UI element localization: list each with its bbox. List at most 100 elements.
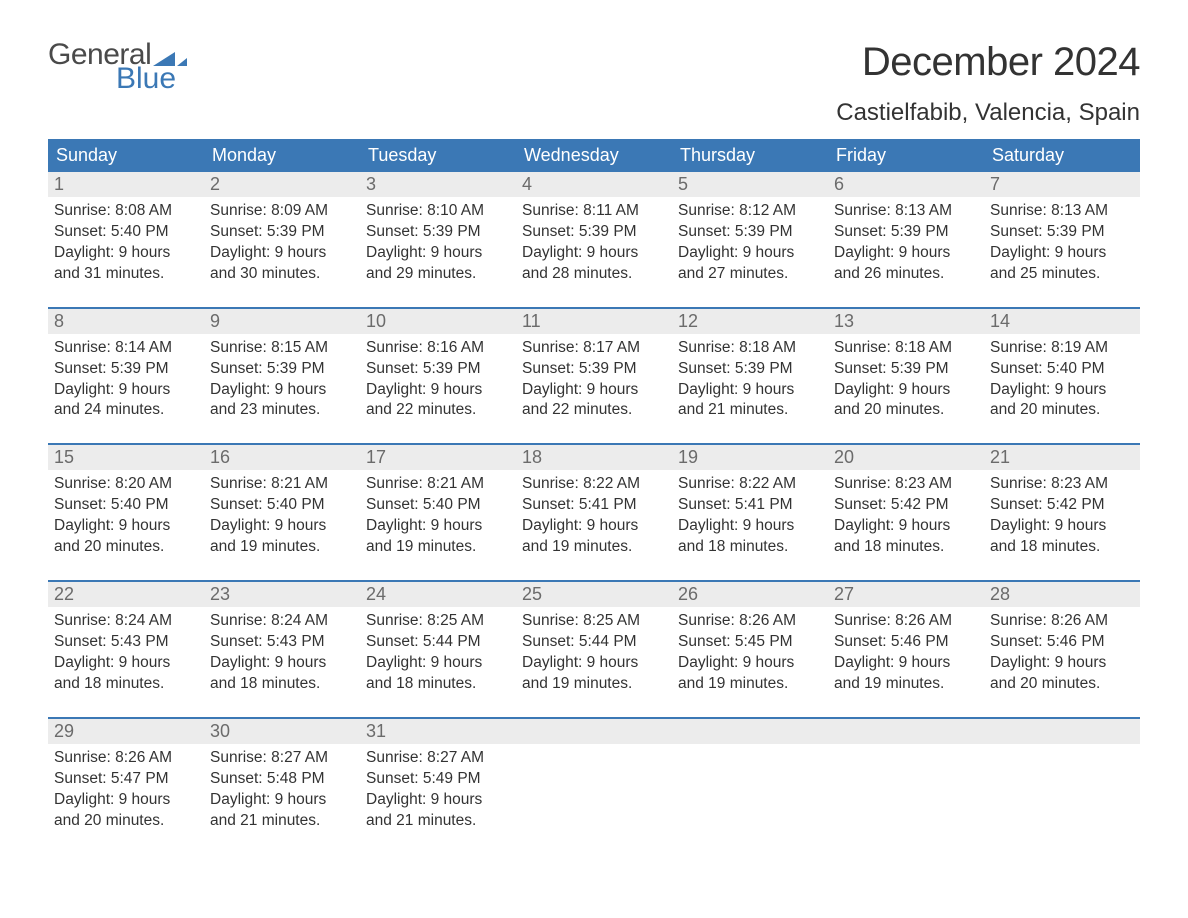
day-number: 23 <box>204 582 360 607</box>
day-body: Sunrise: 8:26 AMSunset: 5:45 PMDaylight:… <box>672 607 828 695</box>
calendar-week: 29Sunrise: 8:26 AMSunset: 5:47 PMDayligh… <box>48 717 1140 836</box>
sunrise-line: Sunrise: 8:09 AM <box>210 201 354 222</box>
weekday-header: Friday <box>828 139 984 172</box>
sunrise-line: Sunrise: 8:21 AM <box>366 474 510 495</box>
header: General Blue December 2024 Castielfabib,… <box>48 40 1140 127</box>
day-body: Sunrise: 8:13 AMSunset: 5:39 PMDaylight:… <box>984 197 1140 285</box>
daylight-line: Daylight: 9 hours and 20 minutes. <box>834 380 978 422</box>
sunset-line: Sunset: 5:39 PM <box>366 359 510 380</box>
sunset-line: Sunset: 5:39 PM <box>678 359 822 380</box>
calendar-day: 16Sunrise: 8:21 AMSunset: 5:40 PMDayligh… <box>204 445 360 562</box>
sunset-line: Sunset: 5:40 PM <box>54 495 198 516</box>
calendar-day: 22Sunrise: 8:24 AMSunset: 5:43 PMDayligh… <box>48 582 204 699</box>
calendar-day: 8Sunrise: 8:14 AMSunset: 5:39 PMDaylight… <box>48 309 204 426</box>
daylight-line: Daylight: 9 hours and 18 minutes. <box>210 653 354 695</box>
weekday-header: Saturday <box>984 139 1140 172</box>
day-body: Sunrise: 8:14 AMSunset: 5:39 PMDaylight:… <box>48 334 204 422</box>
sunset-line: Sunset: 5:46 PM <box>990 632 1134 653</box>
calendar-day: 2Sunrise: 8:09 AMSunset: 5:39 PMDaylight… <box>204 172 360 289</box>
daylight-line: Daylight: 9 hours and 27 minutes. <box>678 243 822 285</box>
daylight-line: Daylight: 9 hours and 19 minutes. <box>210 516 354 558</box>
sunrise-line: Sunrise: 8:18 AM <box>834 338 978 359</box>
sunset-line: Sunset: 5:44 PM <box>366 632 510 653</box>
sunset-line: Sunset: 5:42 PM <box>990 495 1134 516</box>
calendar-week: 1Sunrise: 8:08 AMSunset: 5:40 PMDaylight… <box>48 172 1140 289</box>
calendar-day: 18Sunrise: 8:22 AMSunset: 5:41 PMDayligh… <box>516 445 672 562</box>
daylight-line: Daylight: 9 hours and 25 minutes. <box>990 243 1134 285</box>
day-number: 13 <box>828 309 984 334</box>
calendar-day <box>828 719 984 836</box>
calendar-day: 6Sunrise: 8:13 AMSunset: 5:39 PMDaylight… <box>828 172 984 289</box>
sunrise-line: Sunrise: 8:20 AM <box>54 474 198 495</box>
daylight-line: Daylight: 9 hours and 18 minutes. <box>678 516 822 558</box>
day-number <box>516 719 672 744</box>
sunrise-line: Sunrise: 8:13 AM <box>990 201 1134 222</box>
day-body: Sunrise: 8:10 AMSunset: 5:39 PMDaylight:… <box>360 197 516 285</box>
daylight-line: Daylight: 9 hours and 30 minutes. <box>210 243 354 285</box>
day-number: 1 <box>48 172 204 197</box>
day-number: 3 <box>360 172 516 197</box>
daylight-line: Daylight: 9 hours and 18 minutes. <box>366 653 510 695</box>
weekday-header: Thursday <box>672 139 828 172</box>
day-body: Sunrise: 8:26 AMSunset: 5:46 PMDaylight:… <box>828 607 984 695</box>
day-number: 24 <box>360 582 516 607</box>
daylight-line: Daylight: 9 hours and 19 minutes. <box>678 653 822 695</box>
day-body: Sunrise: 8:24 AMSunset: 5:43 PMDaylight:… <box>204 607 360 695</box>
sunrise-line: Sunrise: 8:24 AM <box>54 611 198 632</box>
sunset-line: Sunset: 5:39 PM <box>366 222 510 243</box>
title-block: December 2024 Castielfabib, Valencia, Sp… <box>836 40 1140 127</box>
daylight-line: Daylight: 9 hours and 20 minutes. <box>54 516 198 558</box>
sunrise-line: Sunrise: 8:23 AM <box>834 474 978 495</box>
sunset-line: Sunset: 5:48 PM <box>210 769 354 790</box>
page-title: December 2024 <box>836 40 1140 85</box>
day-body <box>984 744 1140 748</box>
sunrise-line: Sunrise: 8:19 AM <box>990 338 1134 359</box>
sunset-line: Sunset: 5:43 PM <box>210 632 354 653</box>
weekday-header: Sunday <box>48 139 204 172</box>
location: Castielfabib, Valencia, Spain <box>836 99 1140 127</box>
day-body: Sunrise: 8:15 AMSunset: 5:39 PMDaylight:… <box>204 334 360 422</box>
sunset-line: Sunset: 5:42 PM <box>834 495 978 516</box>
day-body: Sunrise: 8:08 AMSunset: 5:40 PMDaylight:… <box>48 197 204 285</box>
daylight-line: Daylight: 9 hours and 21 minutes. <box>366 790 510 832</box>
calendar-day: 28Sunrise: 8:26 AMSunset: 5:46 PMDayligh… <box>984 582 1140 699</box>
logo-word2: Blue <box>116 64 187 94</box>
calendar-day <box>516 719 672 836</box>
daylight-line: Daylight: 9 hours and 19 minutes. <box>522 653 666 695</box>
day-body <box>516 744 672 748</box>
daylight-line: Daylight: 9 hours and 28 minutes. <box>522 243 666 285</box>
calendar-day <box>672 719 828 836</box>
calendar-day: 7Sunrise: 8:13 AMSunset: 5:39 PMDaylight… <box>984 172 1140 289</box>
sunset-line: Sunset: 5:39 PM <box>210 222 354 243</box>
sunset-line: Sunset: 5:40 PM <box>990 359 1134 380</box>
day-number: 30 <box>204 719 360 744</box>
day-number: 28 <box>984 582 1140 607</box>
sunset-line: Sunset: 5:39 PM <box>678 222 822 243</box>
day-body: Sunrise: 8:18 AMSunset: 5:39 PMDaylight:… <box>828 334 984 422</box>
sunset-line: Sunset: 5:47 PM <box>54 769 198 790</box>
day-number: 8 <box>48 309 204 334</box>
calendar-day: 30Sunrise: 8:27 AMSunset: 5:48 PMDayligh… <box>204 719 360 836</box>
sunset-line: Sunset: 5:39 PM <box>54 359 198 380</box>
sunset-line: Sunset: 5:39 PM <box>210 359 354 380</box>
day-number: 25 <box>516 582 672 607</box>
day-body: Sunrise: 8:27 AMSunset: 5:48 PMDaylight:… <box>204 744 360 832</box>
calendar-week: 15Sunrise: 8:20 AMSunset: 5:40 PMDayligh… <box>48 443 1140 562</box>
calendar-day: 24Sunrise: 8:25 AMSunset: 5:44 PMDayligh… <box>360 582 516 699</box>
day-body: Sunrise: 8:18 AMSunset: 5:39 PMDaylight:… <box>672 334 828 422</box>
sunrise-line: Sunrise: 8:23 AM <box>990 474 1134 495</box>
daylight-line: Daylight: 9 hours and 18 minutes. <box>54 653 198 695</box>
sunrise-line: Sunrise: 8:08 AM <box>54 201 198 222</box>
sunrise-line: Sunrise: 8:13 AM <box>834 201 978 222</box>
calendar-day: 10Sunrise: 8:16 AMSunset: 5:39 PMDayligh… <box>360 309 516 426</box>
calendar-day: 1Sunrise: 8:08 AMSunset: 5:40 PMDaylight… <box>48 172 204 289</box>
day-number: 9 <box>204 309 360 334</box>
day-number: 22 <box>48 582 204 607</box>
sunrise-line: Sunrise: 8:26 AM <box>834 611 978 632</box>
day-number: 12 <box>672 309 828 334</box>
sunrise-line: Sunrise: 8:10 AM <box>366 201 510 222</box>
calendar-day: 4Sunrise: 8:11 AMSunset: 5:39 PMDaylight… <box>516 172 672 289</box>
day-body: Sunrise: 8:17 AMSunset: 5:39 PMDaylight:… <box>516 334 672 422</box>
daylight-line: Daylight: 9 hours and 21 minutes. <box>210 790 354 832</box>
sunrise-line: Sunrise: 8:26 AM <box>990 611 1134 632</box>
